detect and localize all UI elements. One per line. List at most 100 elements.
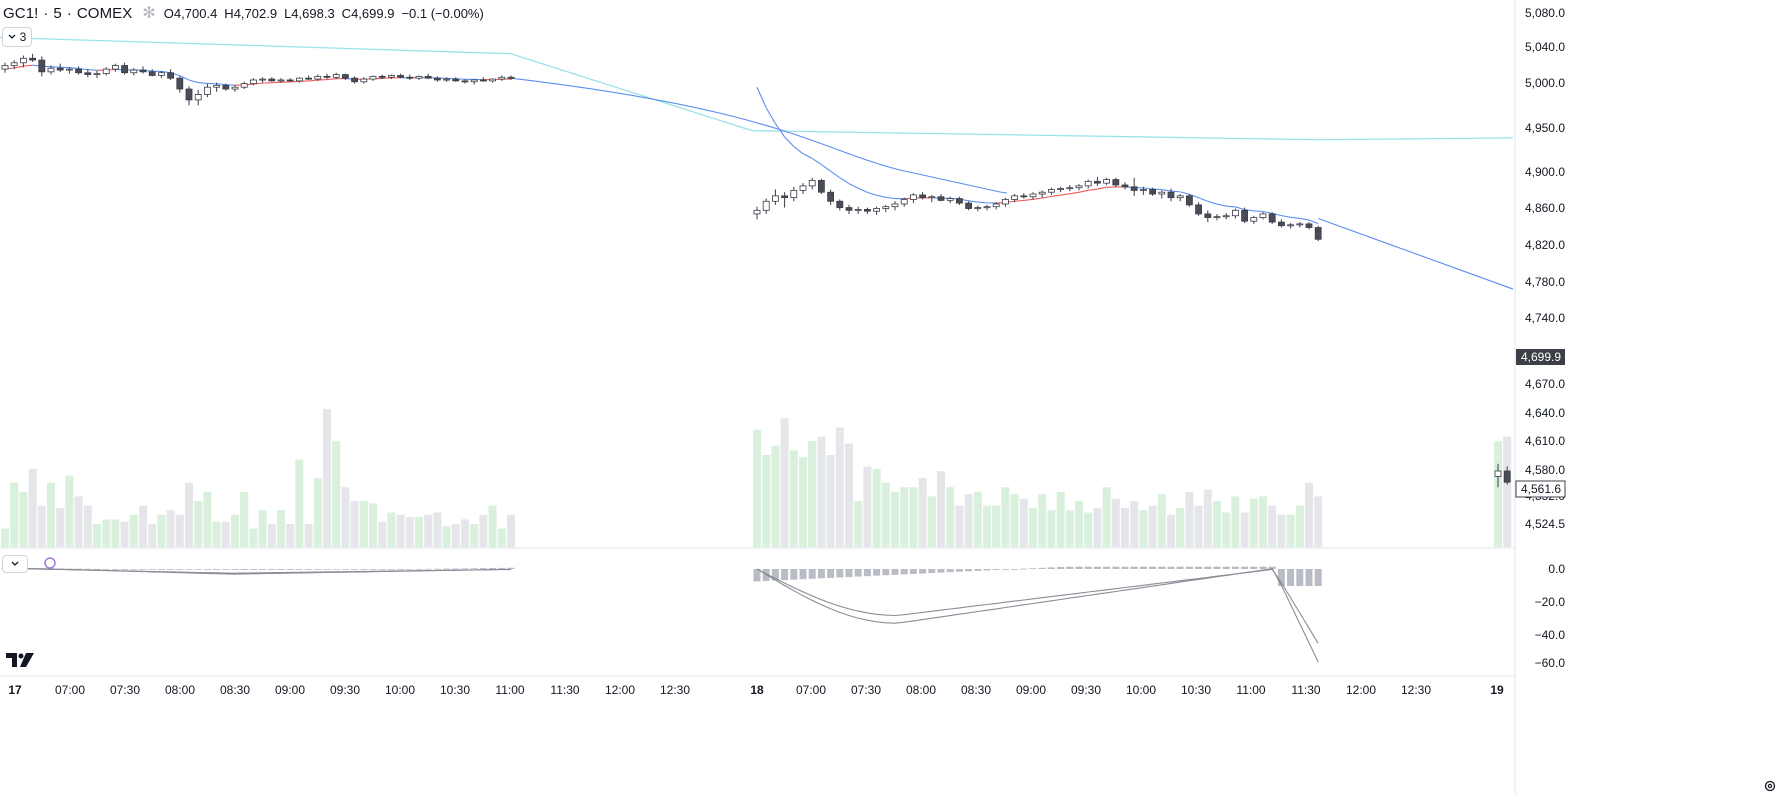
macd-histogram-bar xyxy=(305,569,312,570)
moving-average-short-line xyxy=(886,197,895,198)
candle xyxy=(85,69,91,77)
moving-average-short-line xyxy=(1235,207,1244,210)
settings-icon[interactable] xyxy=(1763,779,1777,796)
candle xyxy=(1030,192,1036,199)
macd-histogram-bar xyxy=(855,569,862,577)
candle-body xyxy=(168,73,174,78)
candle xyxy=(140,66,146,73)
time-tick-label: 09:00 xyxy=(1016,683,1046,697)
time-tick-label: 12:00 xyxy=(605,683,635,697)
price-tick-label: 4,580.0 xyxy=(1525,463,1565,477)
candle-body xyxy=(1186,196,1192,205)
macd-line xyxy=(757,569,1318,662)
time-tick-label: 09:00 xyxy=(275,683,305,697)
moving-average-short-line xyxy=(1162,190,1171,191)
candle-body xyxy=(269,79,275,81)
volume-bar xyxy=(203,492,211,547)
volume-bar xyxy=(781,418,789,547)
macd-histogram-bar xyxy=(360,569,367,570)
volume-bar xyxy=(790,450,798,547)
moving-average-short-line xyxy=(794,147,803,154)
candle-body xyxy=(1150,190,1156,195)
candle-body xyxy=(214,85,220,87)
candle-body xyxy=(140,70,146,72)
candle-body xyxy=(1269,214,1275,222)
volume-bar xyxy=(1001,487,1009,547)
macd-histogram-bar xyxy=(836,569,843,577)
macd-histogram-bar xyxy=(397,569,404,570)
macd-histogram-bar xyxy=(94,569,101,570)
macd-pane-toggle-button[interactable] xyxy=(2,555,28,573)
candle-body xyxy=(754,210,760,214)
candle-body xyxy=(1076,186,1082,188)
candle-body xyxy=(1131,187,1137,191)
macd-histogram-bar xyxy=(910,569,917,574)
moving-average-short-line xyxy=(821,165,830,172)
interval[interactable]: 5 xyxy=(53,5,61,22)
macd-histogram-bar xyxy=(901,569,908,574)
moving-average-short-line xyxy=(1226,206,1235,207)
macd-histogram-bar xyxy=(232,569,239,570)
candle xyxy=(883,205,889,212)
candle-body xyxy=(993,204,999,207)
candle xyxy=(772,190,778,205)
macd-histogram-bar xyxy=(993,569,1000,570)
candle-body xyxy=(76,69,82,73)
candle-body xyxy=(306,78,312,79)
volume-bar xyxy=(29,469,37,547)
time-tick-label: 17 xyxy=(8,683,22,697)
volume-bar xyxy=(1231,496,1239,547)
volume-bar xyxy=(909,487,917,547)
market-status-icon[interactable]: ✻ xyxy=(142,3,155,23)
price-tick-label: 4,860.0 xyxy=(1525,201,1565,215)
macd-histogram-bar xyxy=(112,569,119,570)
volume-bar xyxy=(259,510,267,547)
macd-histogram-bar xyxy=(928,569,935,573)
candle xyxy=(1131,178,1137,196)
candle-body xyxy=(883,207,889,209)
tradingview-logo-icon[interactable] xyxy=(6,652,34,672)
candle-body xyxy=(20,58,26,63)
indicators-toggle-button[interactable]: 3 xyxy=(2,27,32,47)
candle xyxy=(1260,212,1266,219)
candle-body xyxy=(333,75,339,78)
volume-bar xyxy=(479,515,487,547)
macd-histogram-bar xyxy=(781,569,788,580)
time-tick-label: 10:00 xyxy=(385,683,415,697)
candle xyxy=(103,67,109,75)
volume-bar xyxy=(1494,441,1502,547)
volume-bar xyxy=(194,501,202,547)
macd-histogram-bar xyxy=(452,568,459,569)
volume-bar xyxy=(891,492,899,547)
moving-average-long-line xyxy=(1318,138,1513,140)
moving-average-short-line xyxy=(858,188,867,192)
macd-histogram-bar xyxy=(1066,567,1073,569)
macd-histogram-bar xyxy=(1048,567,1055,569)
moving-average-short-line xyxy=(198,83,207,84)
macd-histogram-bar xyxy=(892,569,899,575)
volume-bar xyxy=(415,517,423,547)
macd-histogram-bar xyxy=(333,569,340,570)
volume-bar xyxy=(1296,506,1304,547)
candle-body xyxy=(425,76,431,78)
macd-histogram-bar xyxy=(938,569,945,573)
candle xyxy=(837,199,843,210)
volume-bar xyxy=(1121,508,1129,547)
candle-body xyxy=(800,186,806,191)
candle-body xyxy=(1242,210,1248,221)
candle xyxy=(490,78,496,83)
volume-bar xyxy=(1314,496,1322,547)
candle xyxy=(947,197,953,203)
macd-histogram-bar xyxy=(1112,567,1119,569)
time-tick-label: 10:00 xyxy=(1126,683,1156,697)
candle-body xyxy=(122,65,128,72)
candle-body xyxy=(1030,194,1036,197)
candle-body xyxy=(864,209,870,211)
volume-bar xyxy=(38,506,46,547)
volume-bar xyxy=(1066,510,1074,547)
volume-bar xyxy=(10,483,18,547)
volume-bar xyxy=(498,529,506,547)
symbol-name[interactable]: GC1! xyxy=(3,5,38,22)
candle-body xyxy=(1021,196,1027,197)
